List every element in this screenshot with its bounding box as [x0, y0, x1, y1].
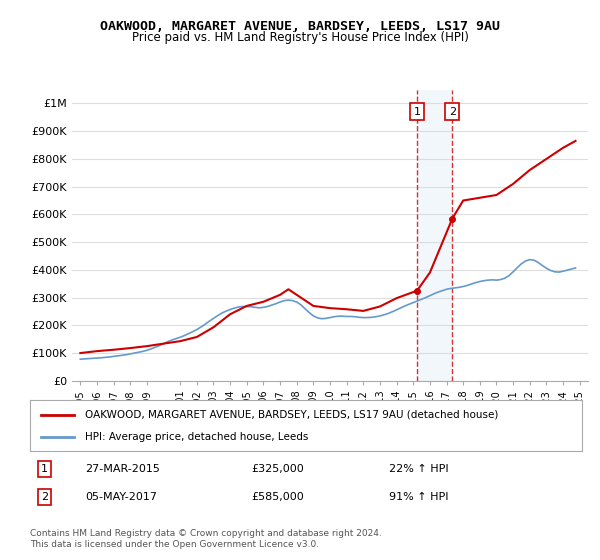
- Text: £585,000: £585,000: [251, 492, 304, 502]
- Text: 91% ↑ HPI: 91% ↑ HPI: [389, 492, 448, 502]
- Text: HPI: Average price, detached house, Leeds: HPI: Average price, detached house, Leed…: [85, 432, 308, 442]
- Text: 05-MAY-2017: 05-MAY-2017: [85, 492, 157, 502]
- Text: 27-MAR-2015: 27-MAR-2015: [85, 464, 160, 474]
- Text: Contains HM Land Registry data © Crown copyright and database right 2024.
This d: Contains HM Land Registry data © Crown c…: [30, 529, 382, 549]
- Text: 2: 2: [449, 107, 456, 117]
- Text: OAKWOOD, MARGARET AVENUE, BARDSEY, LEEDS, LS17 9AU: OAKWOOD, MARGARET AVENUE, BARDSEY, LEEDS…: [100, 20, 500, 32]
- Text: 2: 2: [41, 492, 48, 502]
- Text: OAKWOOD, MARGARET AVENUE, BARDSEY, LEEDS, LS17 9AU (detached house): OAKWOOD, MARGARET AVENUE, BARDSEY, LEEDS…: [85, 409, 499, 419]
- Text: Price paid vs. HM Land Registry's House Price Index (HPI): Price paid vs. HM Land Registry's House …: [131, 31, 469, 44]
- Bar: [417, 90, 452, 381]
- Text: 1: 1: [41, 464, 48, 474]
- Text: 22% ↑ HPI: 22% ↑ HPI: [389, 464, 448, 474]
- Text: 1: 1: [413, 107, 421, 117]
- Text: £325,000: £325,000: [251, 464, 304, 474]
